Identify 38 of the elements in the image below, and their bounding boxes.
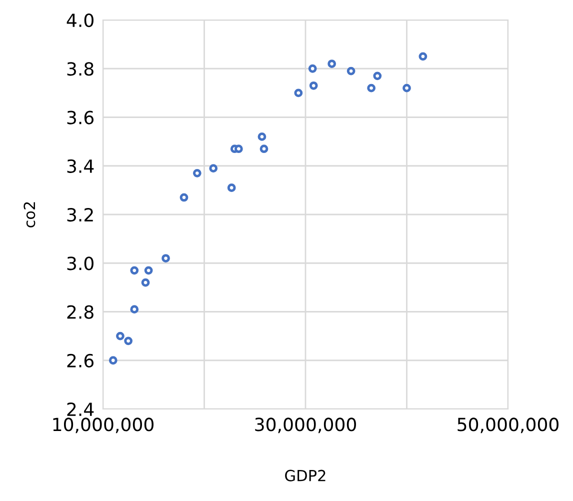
point	[130, 305, 139, 314]
x-tick-label: 10,000,000	[53, 418, 154, 434]
point	[308, 64, 317, 73]
point	[108, 356, 118, 365]
point	[209, 164, 218, 172]
point	[180, 193, 188, 202]
point	[373, 72, 382, 80]
y-tick-label: 2.4	[67, 402, 94, 416]
point	[294, 88, 303, 98]
point	[192, 168, 202, 178]
point	[346, 66, 356, 76]
point	[234, 144, 243, 154]
y-axis-title: co2	[24, 202, 36, 228]
y-tick-label: 2.8	[67, 305, 94, 319]
y-tick-label: 3.4	[67, 159, 94, 173]
point	[227, 184, 236, 192]
point	[402, 84, 411, 92]
point	[328, 60, 336, 68]
point	[260, 144, 268, 154]
point	[116, 332, 124, 340]
point	[130, 266, 139, 275]
x-tick-label: 50,000,000	[458, 418, 558, 434]
point	[367, 84, 376, 92]
y-tick-label: 4.0	[66, 13, 94, 28]
point	[258, 132, 266, 141]
point	[144, 266, 153, 275]
y-tick-label: 3.0	[67, 256, 94, 270]
y-tick-label: 2.6	[67, 354, 94, 368]
point	[141, 278, 150, 287]
y-tick-label: 3.2	[67, 208, 93, 222]
x-tick-label: 30,000,000	[255, 418, 356, 434]
x-axis-title: GDP2	[285, 470, 326, 482]
point	[418, 52, 428, 61]
y-tick-label: 3.8	[67, 62, 94, 76]
point	[309, 81, 318, 90]
y-tick-label: 3.6	[67, 110, 94, 124]
point	[124, 336, 133, 346]
point	[162, 254, 170, 262]
